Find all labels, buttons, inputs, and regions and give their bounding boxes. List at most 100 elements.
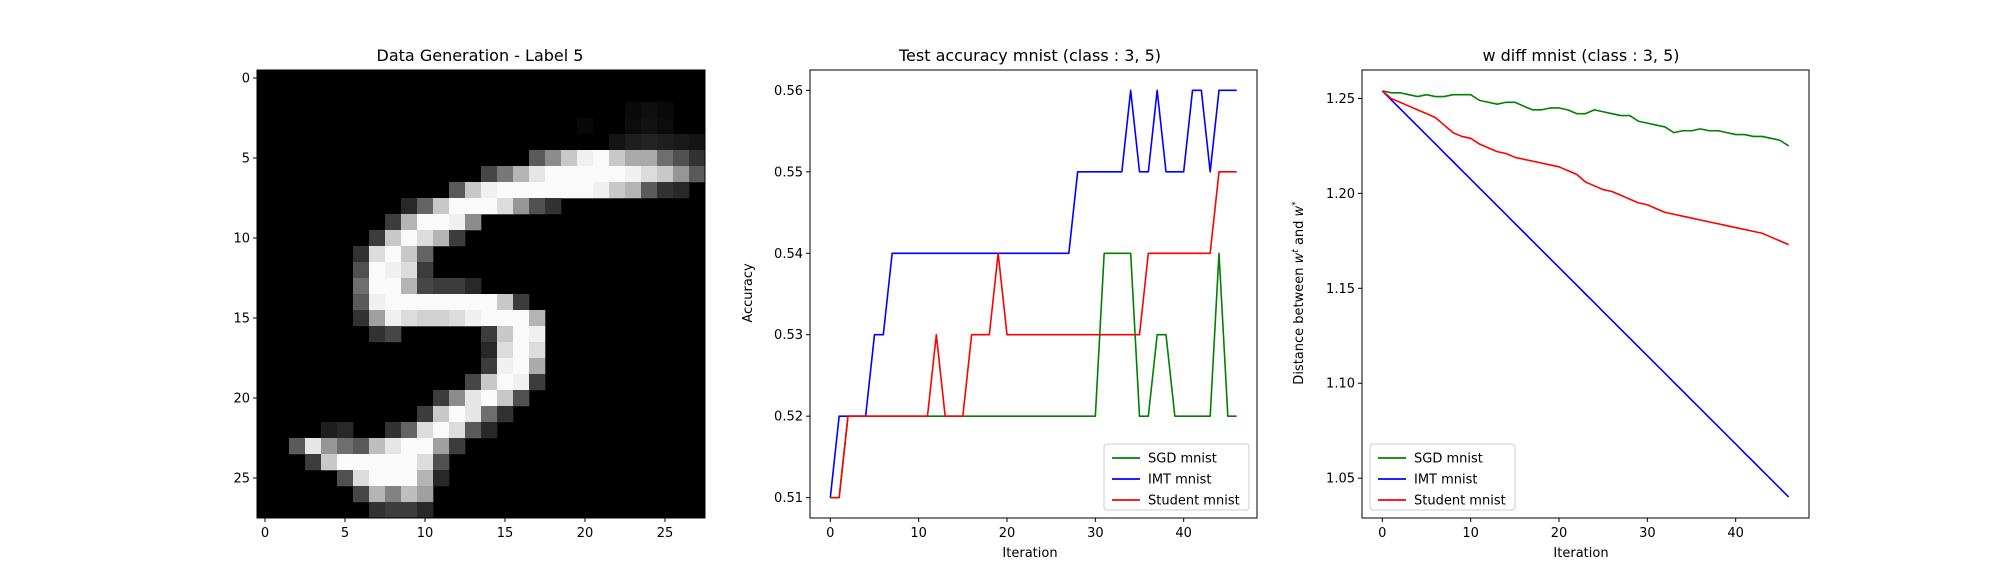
image-pixel: [337, 422, 354, 439]
x-tick-label: 30: [1639, 526, 1656, 541]
image-pixel: [449, 294, 466, 311]
series-line-imt-mnist: [829, 89, 1237, 498]
image-pixel: [481, 390, 498, 407]
y-tick-label: 0.52: [774, 410, 803, 425]
image-pixel: [641, 150, 658, 167]
image-pixel: [353, 486, 370, 503]
legend-box: [1369, 443, 1516, 511]
image-pixel: [609, 150, 626, 167]
image-pixel: [433, 278, 450, 295]
image-pixel: [401, 470, 418, 487]
image-pixel: [385, 310, 402, 327]
wdiff-panel: w diff mnist (class : 3, 5) 0 10 20 30 40 1.0…: [1291, 46, 1810, 561]
image-pixel: [529, 374, 546, 391]
x-tick-label: 0: [261, 526, 269, 541]
image-pixel: [641, 134, 658, 151]
image-pixel: [321, 454, 338, 471]
image-pixel: [513, 310, 530, 327]
image-pixel: [497, 326, 514, 343]
image-pixel: [417, 230, 434, 247]
image-pixel: [385, 326, 402, 343]
image-pixel: [465, 198, 482, 215]
x-tick-label: 40: [1175, 526, 1192, 541]
image-pixel: [369, 294, 386, 311]
image-pixel: [529, 326, 546, 343]
image-pixel: [465, 374, 482, 391]
image-pixel: [353, 470, 370, 487]
image-pixel: [497, 342, 514, 359]
image-pixel: [673, 166, 690, 183]
image-pixel: [561, 182, 578, 199]
image-pixel: [337, 470, 354, 487]
image-pixel: [465, 278, 482, 295]
image-pixel: [481, 198, 498, 215]
wdiff-y-label-part: t: [1291, 249, 1301, 253]
y-tick-label: 0.55: [774, 165, 803, 180]
image-pixel: [465, 422, 482, 439]
legend-box: [1103, 443, 1250, 511]
image-axes-frame: [256, 69, 706, 519]
image-pixel: [625, 118, 642, 135]
image-pixel: [497, 166, 514, 183]
wdiff-panel-title: w diff mnist (class : 3, 5): [1482, 46, 1679, 65]
image-pixel: [417, 502, 434, 519]
image-pixel: [305, 438, 322, 455]
image-pixel: [625, 166, 642, 183]
image-pixel: [529, 166, 546, 183]
wdiff-y-label-part: and: [1292, 216, 1307, 249]
image-pixel: [433, 454, 450, 471]
image-pixel: [465, 406, 482, 423]
y-tick-label: 1.15: [1326, 282, 1355, 297]
image-pixel-grid: [257, 70, 706, 519]
image-pixel: [353, 246, 370, 263]
legend-label: SGD mnist: [1414, 452, 1483, 467]
image-pixel: [641, 118, 658, 135]
y-tick-label: 1.05: [1326, 472, 1355, 487]
x-tick-label: 30: [1087, 526, 1104, 541]
x-tick-label: 20: [577, 526, 594, 541]
wdiff-series-lines: [1381, 90, 1790, 498]
image-pixel: [417, 486, 434, 503]
wdiff-y-axis-label: Distance between wt and w*: [1291, 201, 1307, 385]
accuracy-panel-title: Test accuracy mnist (class : 3, 5): [898, 46, 1161, 65]
image-pixel: [417, 454, 434, 471]
image-pixel: [449, 182, 466, 199]
image-pixel: [417, 278, 434, 295]
image-pixel: [401, 214, 418, 231]
image-pixel: [481, 166, 498, 183]
image-pixel: [337, 438, 354, 455]
image-pixel: [369, 454, 386, 471]
image-pixel: [401, 230, 418, 247]
image-pixel: [497, 358, 514, 375]
image-pixel: [513, 390, 530, 407]
y-tick-label: 0.54: [774, 247, 803, 262]
image-pixel: [417, 294, 434, 311]
image-pixel: [641, 166, 658, 183]
image-pixel: [433, 294, 450, 311]
wdiff-y-label-part: w: [1292, 252, 1307, 263]
image-pixel: [513, 294, 530, 311]
image-pixel: [545, 182, 562, 199]
legend-label: SGD mnist: [1148, 452, 1217, 467]
image-pixel: [673, 134, 690, 151]
image-pixel: [449, 390, 466, 407]
x-tick-label: 5: [341, 526, 349, 541]
legend-label: IMT mnist: [1148, 473, 1212, 488]
image-pixel: [321, 422, 338, 439]
image-pixel: [417, 310, 434, 327]
image-pixel: [625, 102, 642, 119]
image-pixel: [497, 294, 514, 311]
image-pixel: [401, 278, 418, 295]
image-pixel: [433, 214, 450, 231]
image-pixel: [385, 278, 402, 295]
wdiff-axes-frame: [1361, 69, 1810, 519]
accuracy-panel: Test accuracy mnist (class : 3, 5) 0 10 20…: [741, 46, 1258, 561]
y-tick-label: 1.20: [1326, 187, 1355, 202]
x-tick-label: 0: [826, 526, 834, 541]
legend-label: IMT mnist: [1414, 473, 1478, 488]
image-pixel: [497, 182, 514, 199]
image-pixel: [593, 150, 610, 167]
image-pixel: [385, 294, 402, 311]
image-pixel: [337, 454, 354, 471]
image-pixel: [369, 262, 386, 279]
